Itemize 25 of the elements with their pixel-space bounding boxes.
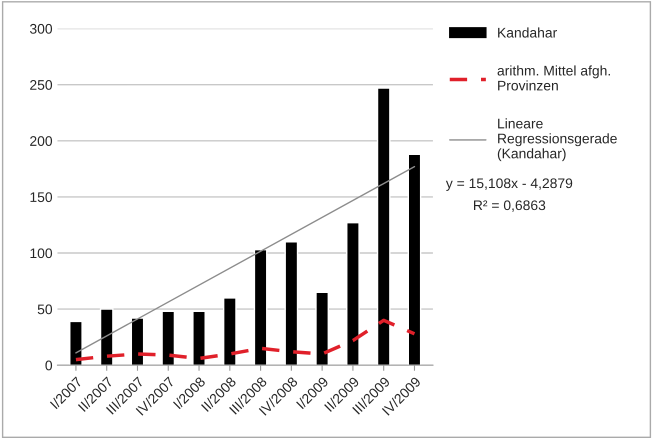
y-tick-label: 100: [30, 248, 52, 258]
bar: [69, 320, 83, 366]
bar: [130, 317, 144, 366]
y-tick-label: 250: [30, 80, 52, 90]
text: R² = 0,6863: [474, 200, 546, 212]
y-tick-label: 300: [30, 24, 52, 34]
bar: [254, 248, 268, 366]
legend-label: Lineare Regressionsgerade (Kandahar): [498, 118, 617, 162]
bar: [376, 87, 391, 366]
bar: [100, 308, 114, 366]
y-tick-label: 50: [38, 304, 52, 314]
bar: [315, 292, 329, 366]
bar: [346, 222, 360, 366]
bar: [222, 297, 237, 366]
bar: [284, 241, 298, 366]
y-tick-label: 200: [30, 136, 52, 146]
bar: [408, 154, 422, 366]
text: y = 15,108x - 4,2879: [446, 178, 572, 191]
legend-label: arithm. Mittel afgh. Provinzen: [498, 65, 610, 91]
bar: [161, 310, 176, 366]
y-tick-label: 0: [45, 360, 52, 370]
y-tick-label: 150: [30, 192, 52, 202]
line-series: [74, 318, 416, 362]
legend-label: Kandahar: [498, 27, 557, 38]
bar: [192, 310, 206, 366]
